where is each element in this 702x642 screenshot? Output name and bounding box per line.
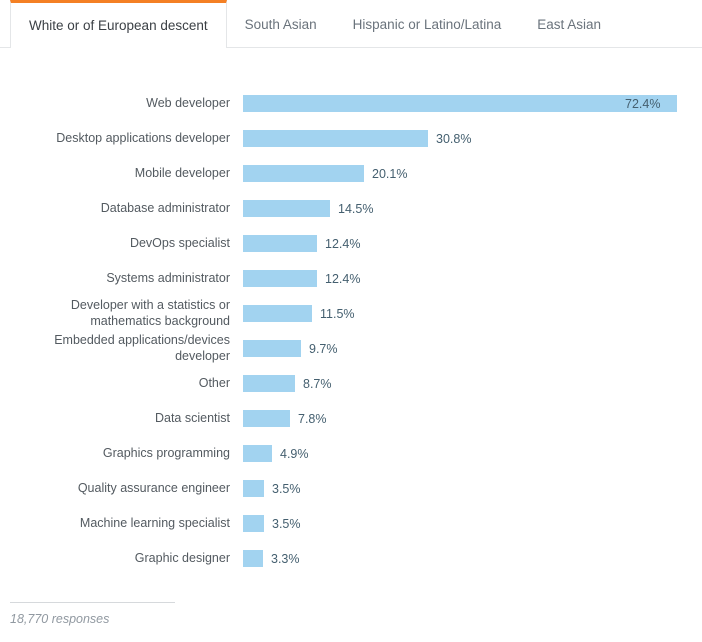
bar-value-label: 72.4% — [625, 96, 661, 111]
category-label: Data scientist — [154, 410, 230, 425]
bar-area: 20.1% — [243, 165, 702, 182]
bar — [243, 95, 677, 112]
chart-row: Quality assurance engineer 3.5% — [0, 471, 702, 506]
chart-footer: 18,770 responses — [10, 602, 702, 626]
bar — [243, 305, 312, 322]
tab-bar: White or of European descent South Asian H… — [0, 0, 702, 48]
category-label: Machine learning specialist — [79, 515, 230, 530]
tab-hispanic-or-latino-latina[interactable]: Hispanic or Latino/Latina — [352, 16, 502, 32]
bar-area: 11.5% — [243, 305, 702, 322]
bar-area: 4.9% — [243, 445, 702, 462]
bar — [243, 165, 364, 182]
bar-area: 12.4% — [243, 235, 702, 252]
category-label: Mobile developer — [134, 165, 230, 180]
bar-value-label: 12.4% — [325, 236, 361, 251]
category-label: Embedded applications/devices developer — [54, 332, 230, 363]
chart-row: Mobile developer 20.1% — [0, 156, 702, 191]
chart-row: Embedded applications/devices developer 9… — [0, 331, 702, 366]
bar-value-label: 20.1% — [372, 166, 408, 181]
chart-row: DevOps specialist 12.4% — [0, 226, 702, 261]
bar-area: 72.4% — [243, 95, 702, 112]
developer-type-bar-chart: Web developer 72.4% Desktop applications d… — [0, 48, 702, 576]
tab-east-asian[interactable]: East Asian — [537, 16, 602, 32]
bar-value-label: 3.5% — [272, 516, 301, 531]
chart-row: Web developer 72.4% — [0, 86, 702, 121]
bar — [243, 130, 428, 147]
bar — [243, 200, 330, 217]
tab-white-or-of-european-descent[interactable]: White or of European descent — [10, 0, 227, 48]
bar-area: 3.5% — [243, 515, 702, 532]
responses-count: 18,770 responses — [10, 612, 110, 626]
bar-value-label: 3.5% — [272, 481, 301, 496]
bar-area: 3.5% — [243, 480, 702, 497]
bar-value-label: 3.3% — [271, 551, 300, 566]
bar — [243, 340, 301, 357]
bar — [243, 480, 264, 497]
bar — [243, 445, 272, 462]
chart-row: Developer with a statistics or mathemati… — [0, 296, 702, 331]
chart-row: Graphics programming 4.9% — [0, 436, 702, 471]
bar — [243, 270, 317, 287]
bar-value-label: 12.4% — [325, 271, 361, 286]
category-label: Database administrator — [100, 200, 230, 215]
bar — [243, 375, 295, 392]
bar-value-label: 14.5% — [338, 201, 374, 216]
bar — [243, 410, 290, 427]
bar-value-label: 9.7% — [309, 341, 338, 356]
footer-divider — [10, 602, 175, 603]
tab-south-asian[interactable]: South Asian — [244, 16, 317, 32]
chart-row: Data scientist 7.8% — [0, 401, 702, 436]
category-label: Web developer — [146, 95, 230, 110]
bar — [243, 515, 264, 532]
chart-row: Graphic designer 3.3% — [0, 541, 702, 576]
bar-area: 9.7% — [243, 340, 702, 357]
bar-value-label: 8.7% — [303, 376, 332, 391]
bar — [243, 235, 317, 252]
bar-area: 8.7% — [243, 375, 702, 392]
bar-value-label: 30.8% — [436, 131, 472, 146]
category-label: Other — [198, 375, 230, 390]
category-label: Desktop applications developer — [56, 130, 230, 145]
category-label: Graphic designer — [134, 550, 230, 565]
chart-row: Machine learning specialist 3.5% — [0, 506, 702, 541]
category-label: Graphics programming — [102, 445, 230, 460]
chart-row: Desktop applications developer 30.8% — [0, 121, 702, 156]
bar-area: 30.8% — [243, 130, 702, 147]
category-label: DevOps specialist — [129, 235, 230, 250]
bar-value-label: 7.8% — [298, 411, 327, 426]
chart-row: Other 8.7% — [0, 366, 702, 401]
chart-row: Systems administrator 12.4% — [0, 261, 702, 296]
bar-value-label: 4.9% — [280, 446, 309, 461]
category-label: Quality assurance engineer — [77, 480, 230, 495]
category-label: Developer with a statistics or mathemati… — [70, 297, 230, 328]
bar-area: 14.5% — [243, 200, 702, 217]
chart-rows: Web developer 72.4% Desktop applications d… — [0, 86, 702, 576]
bar-value-label: 11.5% — [320, 306, 355, 321]
bar — [243, 550, 263, 567]
bar-area: 7.8% — [243, 410, 702, 427]
bar-area: 3.3% — [243, 550, 702, 567]
category-label: Systems administrator — [106, 270, 230, 285]
bar-area: 12.4% — [243, 270, 702, 287]
chart-row: Database administrator 14.5% — [0, 191, 702, 226]
